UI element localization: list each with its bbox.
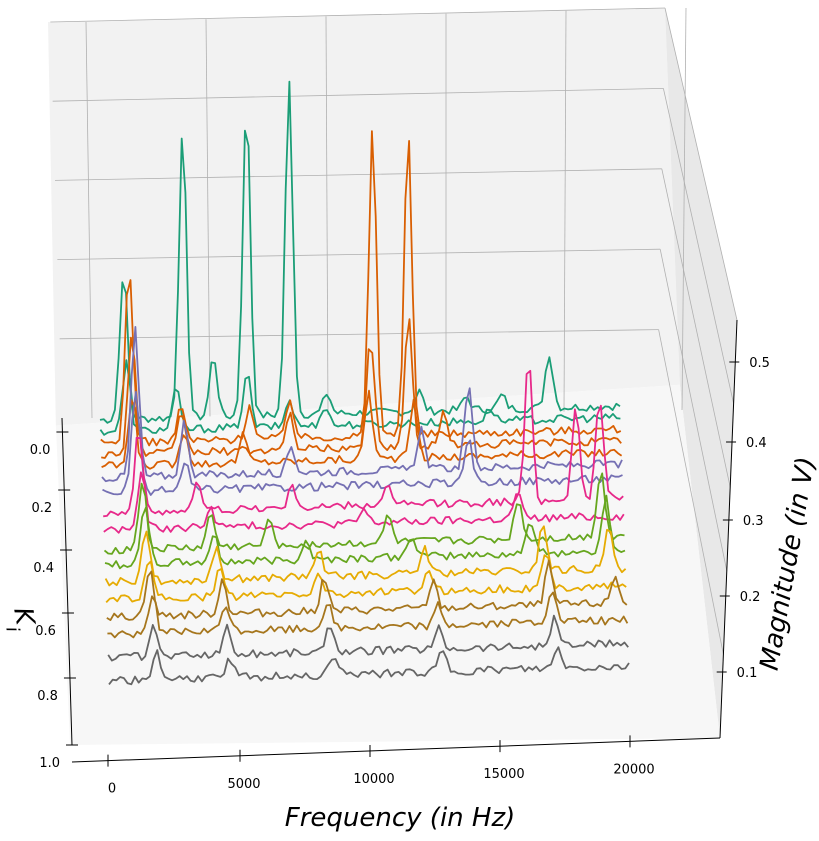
- z-axis-line: [719, 319, 738, 739]
- side-grid-line: [663, 88, 734, 404]
- series-trace: [104, 525, 627, 587]
- back-vgrid-line: [85, 21, 93, 419]
- y-tick-label: 1.0: [39, 756, 60, 771]
- z-tick-label: 0.5: [749, 356, 770, 371]
- back-vgrid-line: [681, 7, 687, 411]
- x-axis-title: Frequency (in Hz): [285, 803, 516, 833]
- side-grid-line: [661, 168, 731, 488]
- back-grid-line: [57, 248, 661, 260]
- series-trace: [103, 472, 625, 555]
- z-tick-label: 0.1: [737, 666, 758, 681]
- z-tick-label: 0.2: [740, 590, 761, 605]
- side-pane: [665, 8, 737, 738]
- back-vgrid-line: [325, 16, 329, 415]
- x-tick-label: 15000: [483, 767, 524, 782]
- series-trace: [105, 554, 627, 604]
- series-trace: [107, 591, 629, 639]
- y-axis-line: [61, 417, 73, 746]
- y-tick-label: 0.2: [32, 501, 53, 516]
- side-grid-line: [659, 249, 728, 571]
- y-tick-label: 0.6: [35, 624, 56, 639]
- z-axis-title: Magnitude (in V): [755, 455, 819, 673]
- x-tick-label: 0: [108, 782, 116, 797]
- y-tick-label: 0.4: [33, 561, 54, 576]
- axes: 0.0 0.2 0.4 0.6 0.8 1.0 0 5000 10000 15000 20000 0.…: [30, 319, 770, 797]
- back-grid-line: [50, 7, 666, 23]
- series-trace: [99, 80, 621, 424]
- y-tick-label: 0.0: [30, 443, 51, 458]
- z-tick-label: 0.4: [746, 436, 767, 451]
- back-grid-line: [59, 329, 659, 340]
- series-trace: [106, 559, 628, 621]
- x-tick-label: 5000: [227, 777, 260, 792]
- x-tick-label: 20000: [613, 762, 654, 777]
- back-vgrid-line: [563, 10, 567, 412]
- series-traces: [99, 80, 630, 686]
- side-grid-line: [664, 7, 738, 321]
- x-axis-line: [71, 737, 721, 763]
- back-grid-line: [54, 168, 662, 181]
- floor-pane: [55, 384, 720, 745]
- y-tick-label: 0.8: [37, 689, 58, 704]
- series-trace: [108, 646, 630, 686]
- series-trace: [103, 471, 625, 534]
- gridlines: [50, 7, 738, 655]
- x-tick-label: 10000: [353, 772, 394, 787]
- z-tick-label: 0.3: [743, 514, 764, 529]
- back-grid-line: [52, 88, 664, 102]
- series-trace: [107, 614, 629, 662]
- side-grid-line: [658, 329, 724, 655]
- back-pane: [48, 8, 680, 426]
- back-vgrid-line: [205, 19, 211, 417]
